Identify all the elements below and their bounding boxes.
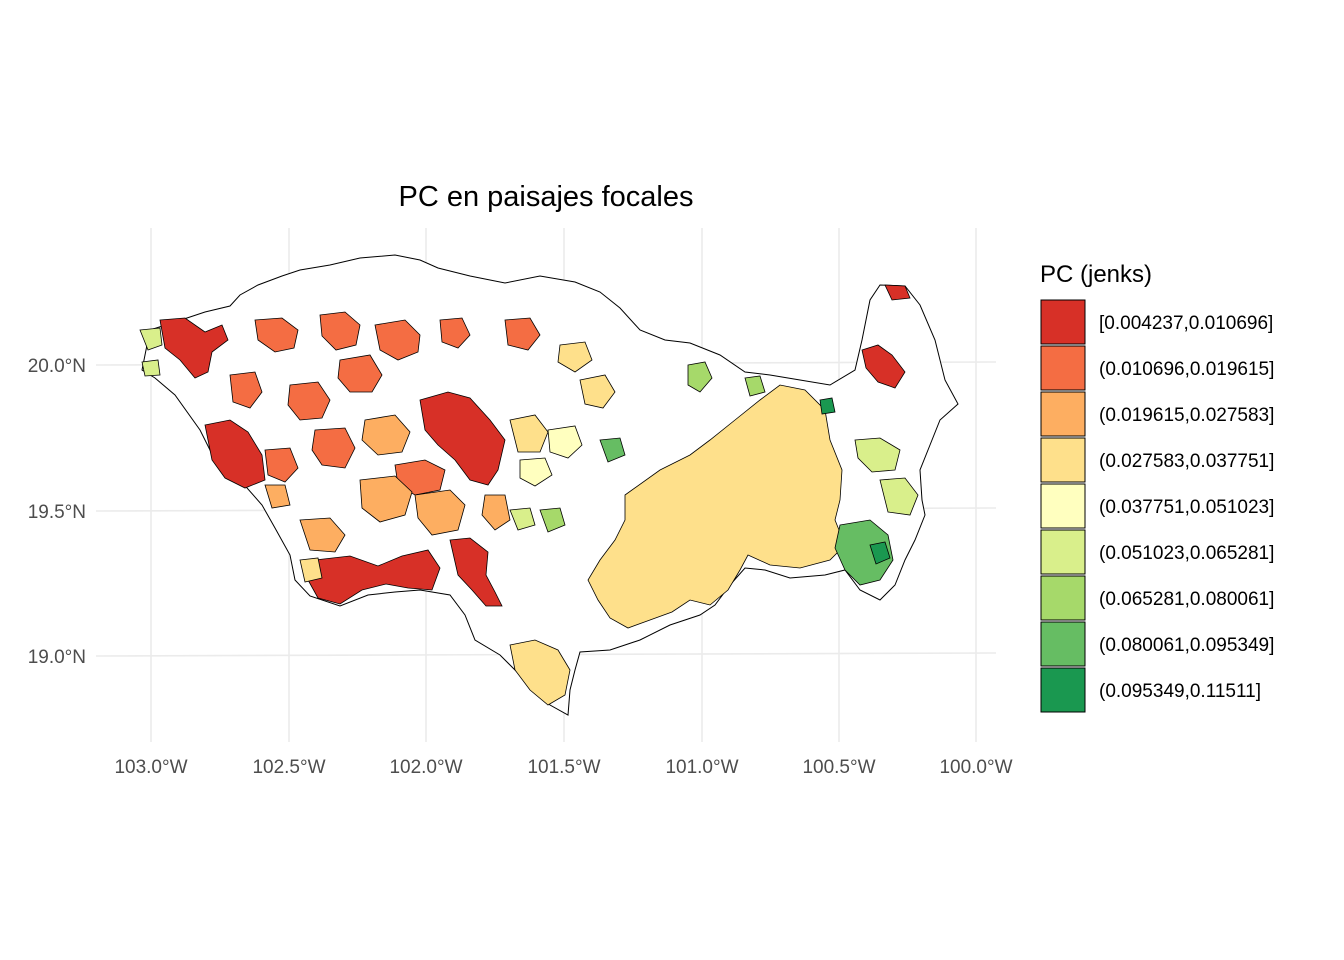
patch-pc-class-2 <box>287 381 331 421</box>
focal-landscape-patches <box>139 284 919 706</box>
legend-key-label: (0.051023,0.065281] <box>1099 543 1274 564</box>
patch-pc-class-7 <box>687 361 713 393</box>
patch-pc-class-2 <box>264 447 299 483</box>
patch-pc-class-1 <box>204 419 266 489</box>
legend-key-swatch <box>1040 391 1086 437</box>
patch-pc-class-8 <box>834 519 894 586</box>
patch-pc-class-1 <box>861 344 906 389</box>
x-axis-tick-labels: 103.0°W 102.5°W 102.0°W 101.5°W 101.0°W … <box>114 757 1012 778</box>
patch-pc-class-2 <box>439 317 471 349</box>
patch-pc-class-2 <box>374 319 421 361</box>
legend-key-swatch <box>1040 345 1086 391</box>
patch-pc-class-4 <box>579 374 616 409</box>
map-panel <box>95 228 997 742</box>
patch-pc-class-4 <box>557 341 593 373</box>
legend-key-swatch <box>1040 437 1086 483</box>
patch-pc-class-1 <box>419 391 506 486</box>
y-tick-label: 20.0°N <box>28 356 86 377</box>
legend-key-label: (0.095349,0.11511] <box>1099 681 1261 702</box>
patch-pc-class-4 <box>509 414 549 453</box>
patch-pc-class-9 <box>819 397 836 415</box>
x-tick-label: 102.0°W <box>389 757 462 778</box>
patch-pc-class-3 <box>264 484 291 509</box>
legend-title: PC (jenks) <box>1040 261 1152 288</box>
patch-pc-class-6 <box>139 327 163 351</box>
patch-pc-class-4 <box>509 639 571 706</box>
patch-pc-class-6 <box>141 359 161 377</box>
patch-pc-class-3 <box>361 414 411 456</box>
patch-pc-class-6 <box>854 437 901 473</box>
patch-pc-class-8 <box>599 437 626 463</box>
patch-pc-class-7 <box>744 375 766 397</box>
legend-key-label: (0.010696,0.019615] <box>1099 359 1274 380</box>
patch-pc-class-1 <box>449 537 503 607</box>
patch-pc-class-2 <box>229 371 263 409</box>
patch-pc-class-1 <box>307 549 441 605</box>
patch-pc-class-5 <box>519 457 553 487</box>
x-tick-label: 100.0°W <box>939 757 1012 778</box>
legend-key-swatch <box>1040 667 1086 713</box>
legend-key-swatch <box>1040 529 1086 575</box>
x-tick-label: 101.5°W <box>527 757 600 778</box>
patch-pc-class-9 <box>869 541 891 565</box>
patch-pc-class-2 <box>311 427 356 469</box>
patch-pc-class-4 <box>587 384 846 629</box>
x-tick-label: 102.5°W <box>252 757 325 778</box>
legend-key-label: (0.019615,0.027583] <box>1099 405 1274 426</box>
patch-pc-class-6 <box>509 507 536 531</box>
patch-pc-class-1 <box>159 317 229 379</box>
x-tick-label: 100.5°W <box>802 757 875 778</box>
patch-pc-class-6 <box>879 477 919 516</box>
patch-pc-class-3 <box>299 517 346 553</box>
legend-key-swatch <box>1040 299 1086 345</box>
legend-items: [0.004237,0.010696] (0.010696,0.019615] (0… <box>1040 299 1274 713</box>
x-tick-label: 101.0°W <box>665 757 738 778</box>
patch-pc-class-5 <box>547 425 583 459</box>
y-tick-label: 19.0°N <box>28 647 86 668</box>
legend-key-swatch <box>1040 621 1086 667</box>
patch-pc-class-7 <box>539 507 566 533</box>
patch-pc-class-3 <box>359 475 413 523</box>
patch-pc-class-4 <box>299 557 323 583</box>
legend-key-swatch <box>1040 483 1086 529</box>
legend-key-label: (0.080061,0.095349] <box>1099 635 1274 656</box>
patch-pc-class-1 <box>884 284 911 301</box>
legend: PC (jenks) [0.004237,0.010696] (0.010696,… <box>1040 261 1274 713</box>
legend-key-label: (0.037751,0.051023] <box>1099 497 1274 518</box>
x-tick-label: 103.0°W <box>114 757 187 778</box>
patch-pc-class-2 <box>337 354 383 393</box>
legend-key-swatch <box>1040 575 1086 621</box>
y-axis-tick-labels: 20.0°N 19.5°N 19.0°N <box>28 356 86 668</box>
map-title: PC en paisajes focales <box>399 181 694 213</box>
patch-pc-class-3 <box>414 489 466 536</box>
legend-key-label: (0.065281,0.080061] <box>1099 589 1274 610</box>
patch-pc-class-2 <box>319 311 361 351</box>
legend-key-label: (0.027583,0.037751] <box>1099 451 1274 472</box>
patch-pc-class-2 <box>504 317 541 351</box>
patch-pc-class-2 <box>254 317 299 353</box>
y-tick-label: 19.5°N <box>28 502 86 523</box>
patch-pc-class-3 <box>481 494 511 531</box>
legend-key-label: [0.004237,0.010696] <box>1099 313 1273 334</box>
